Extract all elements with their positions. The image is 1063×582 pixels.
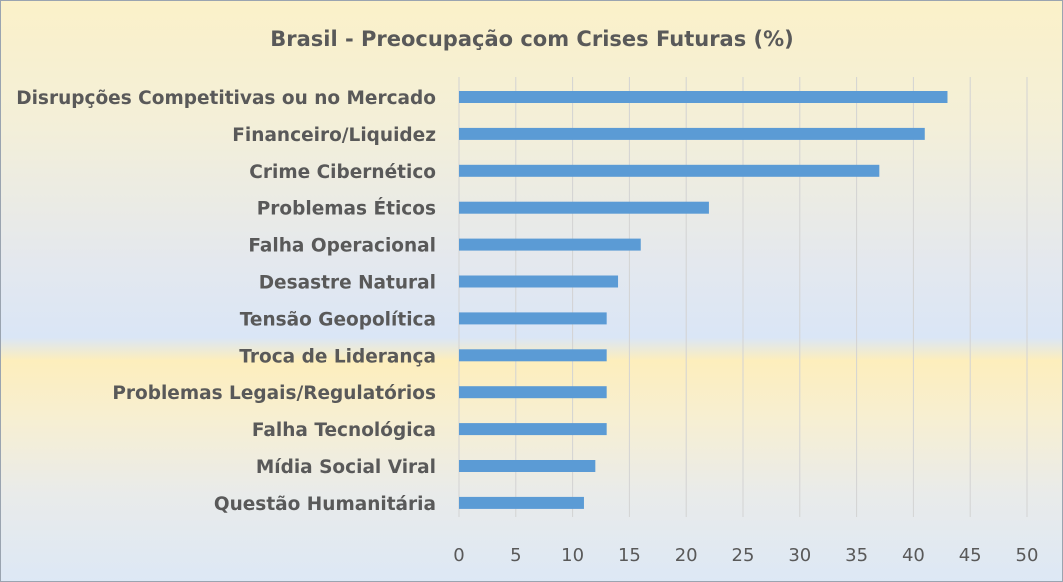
x-tick-label: 30: [788, 545, 811, 566]
x-tick-label: 40: [902, 545, 925, 566]
category-label: Falha Operacional: [248, 236, 436, 257]
category-label: Problemas Legais/Regulatórios: [112, 383, 436, 404]
x-tick-label: 20: [675, 545, 698, 566]
category-label: Questão Humanitária: [214, 494, 436, 515]
bar-10: [459, 460, 596, 472]
gridlines: [458, 77, 1028, 517]
category-label: Desastre Natural: [259, 273, 436, 294]
category-label: Mídia Social Viral: [256, 457, 436, 478]
bar-0: [459, 91, 948, 103]
category-label: Troca de Liderança: [239, 346, 436, 367]
category-labels: Disrupções Competitivas ou no Mercado Fin…: [16, 88, 436, 515]
category-label: Tensão Geopolítica: [240, 309, 436, 330]
category-label: Financeiro/Liquidez: [232, 125, 436, 146]
x-tick-label: 10: [561, 545, 584, 566]
bar-9: [459, 423, 607, 436]
category-label: Disrupções Competitivas ou no Mercado: [16, 88, 436, 109]
bar-5: [459, 275, 619, 288]
x-tick-label: 25: [732, 545, 755, 566]
category-label: Falha Tecnológica: [252, 420, 436, 441]
category-label: Problemas Éticos: [257, 198, 436, 220]
bar-7: [459, 349, 607, 362]
bar-3: [459, 201, 709, 214]
chart-title: Brasil - Preocupação com Crises Futuras …: [270, 27, 794, 51]
x-tick-label: 0: [453, 545, 464, 566]
bar-1: [459, 127, 925, 140]
bars: [459, 91, 948, 509]
x-axis-ticks: 0 5 10 15 20 25 30 35 40 45 50: [453, 545, 1038, 566]
x-tick-label: 15: [618, 545, 641, 566]
bar-8: [459, 386, 607, 399]
category-label: Crime Cibernético: [249, 162, 436, 183]
bar-4: [459, 238, 641, 251]
x-tick-label: 5: [510, 545, 521, 566]
bar-2: [459, 164, 880, 177]
bar-6: [459, 312, 607, 325]
bar-11: [459, 496, 584, 509]
x-tick-label: 45: [959, 545, 982, 566]
x-tick-label: 35: [845, 545, 868, 566]
x-tick-label: 50: [1016, 545, 1039, 566]
